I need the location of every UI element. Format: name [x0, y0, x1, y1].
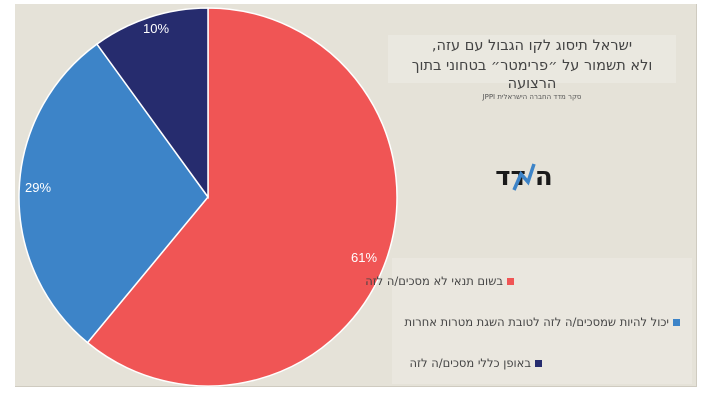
legend-swatch	[535, 359, 542, 367]
legend-item: בשום תנאי לא מסכים/ה לזה	[365, 274, 514, 288]
slice-data-label: 29%	[25, 180, 51, 195]
legend-label: יכול להיות שמסכים/ה לזה לטובת השגת מטרות…	[404, 315, 669, 329]
legend-item: יכול להיות שמסכים/ה לזה לטובת השגת מטרות…	[405, 315, 680, 329]
hamadad-logo: ה דד	[495, 162, 552, 192]
pie-slice	[95, 7, 209, 200]
legend-label: באופן כללי מסכים/ה לזה	[409, 356, 531, 370]
legend: בשום תנאי לא מסכים/ה לזה יכול להיות שמסכ…	[365, 258, 692, 384]
legend-item: באופן כללי מסכים/ה לזה	[410, 356, 542, 370]
chart-title-box: ישראל תיסוג לקו הגבול עם עזה, ולא תשמור …	[388, 35, 676, 101]
pie-slice	[18, 43, 209, 344]
chart-title-line-2: ולא תשמור על ״פרימטר״ בטחוני בתוך הרצועה	[411, 58, 653, 92]
legend-swatch	[507, 277, 514, 285]
slice-data-label: 10%	[143, 21, 169, 36]
legend-swatch	[673, 318, 680, 326]
legend-label: בשום תנאי לא מסכים/ה לזה	[365, 274, 503, 288]
slice-data-label: 61%	[351, 250, 377, 265]
chart-subtitle: סקר מדד החברה הישראלית JPPI	[482, 93, 582, 101]
chart-title-line-1: ישראל תיסוג לקו הגבול עם עזה,	[431, 38, 633, 54]
pie-slice	[86, 7, 398, 387]
